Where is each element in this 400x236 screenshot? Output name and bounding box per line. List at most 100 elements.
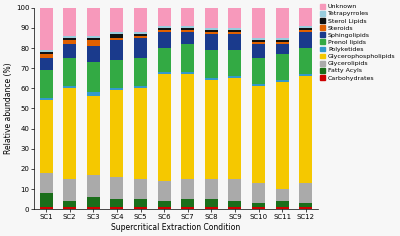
Bar <box>87 46 100 62</box>
Bar <box>110 88 124 90</box>
Bar <box>87 97 100 175</box>
Bar <box>299 76 312 183</box>
Bar <box>63 44 76 58</box>
Bar <box>299 32 312 48</box>
Bar <box>158 207 171 209</box>
Bar <box>205 32 218 34</box>
Bar <box>181 44 194 72</box>
Bar <box>205 199 218 207</box>
Bar <box>181 179 194 199</box>
Bar <box>134 199 147 207</box>
Bar <box>299 26 312 28</box>
Bar <box>158 48 171 72</box>
Bar <box>63 40 76 44</box>
Bar <box>40 52 53 54</box>
Bar <box>40 207 53 209</box>
Bar <box>158 72 171 74</box>
Bar <box>134 8 147 32</box>
Bar <box>158 32 171 48</box>
Bar <box>228 8 242 28</box>
Bar <box>276 40 289 42</box>
Bar <box>252 207 265 209</box>
Bar <box>299 74 312 76</box>
Legend: Unknown, Tetrapyrroles, Sterol Lipids, Steroids, Sphingolipids, Prenol lipids, P: Unknown, Tetrapyrroles, Sterol Lipids, S… <box>320 4 396 80</box>
Bar <box>63 86 76 88</box>
Bar <box>87 36 100 38</box>
Bar <box>110 40 124 60</box>
Bar <box>276 54 289 80</box>
Bar <box>40 98 53 101</box>
Bar <box>228 30 242 32</box>
Bar <box>205 207 218 209</box>
Bar <box>40 54 53 58</box>
Bar <box>252 183 265 203</box>
Bar <box>40 70 53 98</box>
Bar <box>87 197 100 207</box>
Bar <box>40 101 53 173</box>
Bar <box>40 50 53 52</box>
Bar <box>205 8 218 28</box>
Bar <box>110 199 124 207</box>
Bar <box>276 44 289 54</box>
Bar <box>252 203 265 207</box>
Bar <box>252 58 265 84</box>
Bar <box>228 28 242 30</box>
Bar <box>228 76 242 78</box>
Bar <box>299 30 312 32</box>
Bar <box>276 80 289 82</box>
Bar <box>228 179 242 201</box>
Bar <box>252 8 265 38</box>
Bar <box>299 207 312 209</box>
Bar <box>110 8 124 32</box>
Bar <box>87 207 100 209</box>
Bar <box>181 74 194 179</box>
X-axis label: Supercritical Extraction Condition: Supercritical Extraction Condition <box>111 223 240 232</box>
Bar <box>63 38 76 40</box>
Bar <box>158 8 171 26</box>
Bar <box>299 203 312 207</box>
Bar <box>299 48 312 74</box>
Bar <box>299 8 312 26</box>
Bar <box>252 42 265 44</box>
Bar <box>228 50 242 76</box>
Bar <box>158 26 171 28</box>
Bar <box>205 30 218 32</box>
Bar <box>110 177 124 199</box>
Bar <box>228 34 242 50</box>
Bar <box>181 30 194 32</box>
Bar <box>181 72 194 74</box>
Bar <box>181 26 194 28</box>
Bar <box>134 86 147 88</box>
Bar <box>276 38 289 40</box>
Bar <box>63 88 76 179</box>
Bar <box>63 179 76 201</box>
Bar <box>63 201 76 207</box>
Bar <box>110 90 124 177</box>
Bar <box>134 34 147 36</box>
Bar <box>205 179 218 199</box>
Bar <box>110 38 124 40</box>
Bar <box>158 181 171 201</box>
Bar <box>276 207 289 209</box>
Bar <box>134 38 147 58</box>
Bar <box>87 62 100 92</box>
Bar <box>40 193 53 207</box>
Bar <box>299 183 312 203</box>
Bar <box>205 34 218 50</box>
Bar <box>158 74 171 181</box>
Bar <box>158 201 171 207</box>
Bar <box>252 84 265 86</box>
Bar <box>228 207 242 209</box>
Bar <box>205 78 218 80</box>
Bar <box>87 40 100 46</box>
Bar <box>63 58 76 86</box>
Bar <box>205 28 218 30</box>
Bar <box>110 34 124 38</box>
Bar <box>228 201 242 207</box>
Bar <box>63 8 76 36</box>
Bar <box>276 42 289 44</box>
Bar <box>134 36 147 38</box>
Bar <box>205 50 218 78</box>
Bar <box>252 86 265 183</box>
Bar <box>276 189 289 201</box>
